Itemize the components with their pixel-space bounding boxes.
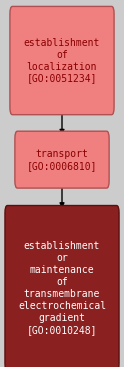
FancyBboxPatch shape bbox=[15, 131, 109, 188]
Text: transport
[GO:0006810]: transport [GO:0006810] bbox=[27, 149, 97, 171]
FancyBboxPatch shape bbox=[10, 7, 114, 115]
FancyBboxPatch shape bbox=[5, 206, 119, 367]
Text: establishment
of
localization
[GO:0051234]: establishment of localization [GO:005123… bbox=[24, 37, 100, 84]
Text: establishment
or
maintenance
of
transmembrane
electrochemical
gradient
[GO:00102: establishment or maintenance of transmem… bbox=[18, 241, 106, 335]
